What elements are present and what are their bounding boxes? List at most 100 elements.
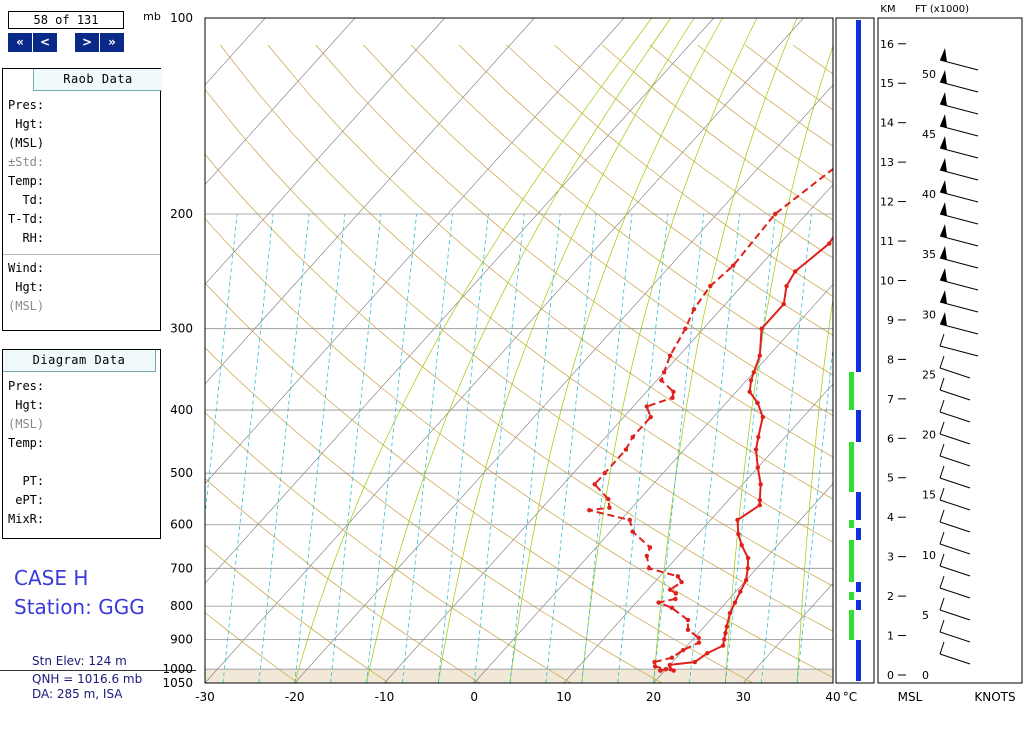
wind-barb-pennant: [940, 224, 947, 238]
wind-barb-pennant: [940, 48, 947, 62]
temperature-tick-label: 0: [470, 690, 478, 704]
wind-panel-frame: [877, 17, 1023, 684]
series-point: [647, 545, 653, 550]
mixing-ratio-line: [509, 213, 561, 683]
moist-adiabat-line: [509, 18, 723, 683]
km-tick-label: 15: [880, 77, 894, 90]
series-point: [745, 566, 751, 571]
green-cloud-bar: [849, 540, 854, 582]
km-tick-label: 8: [887, 353, 894, 366]
axes: 10020030040050060070080090010001050mb-30…: [143, 10, 857, 704]
series-point: [667, 353, 673, 358]
km-tick-label: 10: [880, 274, 894, 287]
next-record-button[interactable]: >: [75, 33, 99, 52]
blue-bar-gap: [856, 520, 861, 528]
pressure-tick-label: 100: [170, 11, 193, 25]
isotherm-line: [0, 18, 176, 683]
station-qnh: QNH = 1016.6 mb: [32, 672, 143, 686]
mixing-ratio-line: [258, 213, 310, 683]
dry-adiabat-line: [554, 44, 833, 259]
series-point: [685, 627, 691, 633]
ft-tick-label: 30: [922, 308, 936, 321]
series-point: [720, 643, 726, 648]
ft-tick-label: 45: [922, 128, 936, 141]
moist-adiabat-line: [653, 18, 798, 683]
pressure-tick-label: 400: [170, 403, 193, 417]
plot-frame: [204, 17, 834, 684]
dry-adiabat-line: [205, 347, 663, 683]
series-point: [691, 306, 697, 312]
series-point: [671, 668, 676, 673]
series-point: [623, 447, 629, 452]
mixing-ratio-line: [796, 343, 833, 683]
mixing-ratio-line: [330, 213, 382, 683]
series-point: [683, 326, 688, 331]
green-cloud-bar: [849, 372, 854, 410]
ft-tick-label: 5: [922, 609, 929, 622]
series-point: [648, 414, 653, 420]
wind-barb-flag: [939, 377, 945, 391]
wind-barb-pennant: [940, 114, 947, 128]
wind-barb-pennant: [940, 290, 947, 304]
pressure-tick-label: 800: [170, 599, 193, 613]
diagram-row: PT:: [8, 474, 45, 488]
first-record-button[interactable]: «: [8, 33, 32, 52]
wind-barb-shaft: [939, 455, 971, 467]
wind-barb-shaft: [939, 587, 971, 599]
isotherm-line: [205, 18, 715, 584]
mixing-ratio-line: [689, 213, 740, 683]
moist-adiabat-line: [724, 44, 833, 683]
mixing-ratio-line: [724, 213, 776, 683]
wind-barb-flag: [939, 421, 945, 435]
wind-barb-shaft: [939, 653, 971, 665]
series-point: [827, 241, 832, 246]
pressure-tick-label: 600: [170, 518, 193, 532]
series-point: [705, 651, 710, 656]
wind-barb-pennant: [940, 158, 947, 172]
series-point: [685, 617, 691, 623]
mixing-ratio-line: [294, 213, 346, 683]
raob-row: Wind:: [8, 261, 45, 275]
dry-adiabat-line: [601, 44, 833, 221]
km-tick-label: 3: [887, 551, 894, 564]
wind-barb-pennant: [940, 136, 947, 150]
pressure-tick-label: 900: [170, 632, 193, 646]
raob-row: Pres:: [8, 98, 45, 112]
pressure-unit-label: mb: [143, 10, 161, 23]
dry-adiabat-line: [649, 44, 833, 184]
wind-barb-shaft: [939, 411, 971, 423]
series-point: [668, 587, 673, 592]
last-record-button[interactable]: »: [100, 33, 124, 52]
km-tick-label: 0: [887, 669, 894, 682]
station-label: Station: GGG: [14, 595, 145, 619]
prev-record-button[interactable]: <: [33, 33, 57, 52]
blue-bar-gap: [856, 540, 861, 582]
series-point: [747, 389, 752, 395]
series-point: [757, 353, 762, 358]
wind-barb-shaft: [939, 543, 971, 555]
dry-adiabat-line: [315, 44, 833, 458]
series-point: [606, 496, 611, 502]
wind-barb-flag: [939, 641, 945, 655]
blue-cloud-bar: [856, 20, 861, 681]
series-point: [602, 470, 607, 476]
km-tick-label: 12: [880, 196, 894, 209]
dry-adiabat-line: [205, 681, 208, 683]
ft-tick-label: 20: [922, 429, 936, 442]
series-point: [736, 531, 741, 537]
mixing-ratio-line: [437, 213, 489, 683]
raob-row: Temp:: [8, 174, 45, 188]
series-point: [630, 434, 635, 440]
dry-adiabat-line: [205, 477, 481, 683]
diagram-row: Hgt:: [8, 398, 45, 412]
wind-barb-flag: [939, 355, 945, 369]
wind-barb-flag: [939, 465, 945, 479]
mixing-ratio-line: [760, 213, 812, 683]
temperature-tick-label: 40: [825, 690, 840, 704]
ft-tick-label: 0: [922, 669, 929, 682]
wind-barb-pennant: [940, 312, 947, 326]
km-tick-label: 4: [887, 511, 894, 524]
wind-panel: 0123456789101112131415160510152025303540…: [880, 4, 1016, 704]
series-point: [757, 503, 762, 508]
